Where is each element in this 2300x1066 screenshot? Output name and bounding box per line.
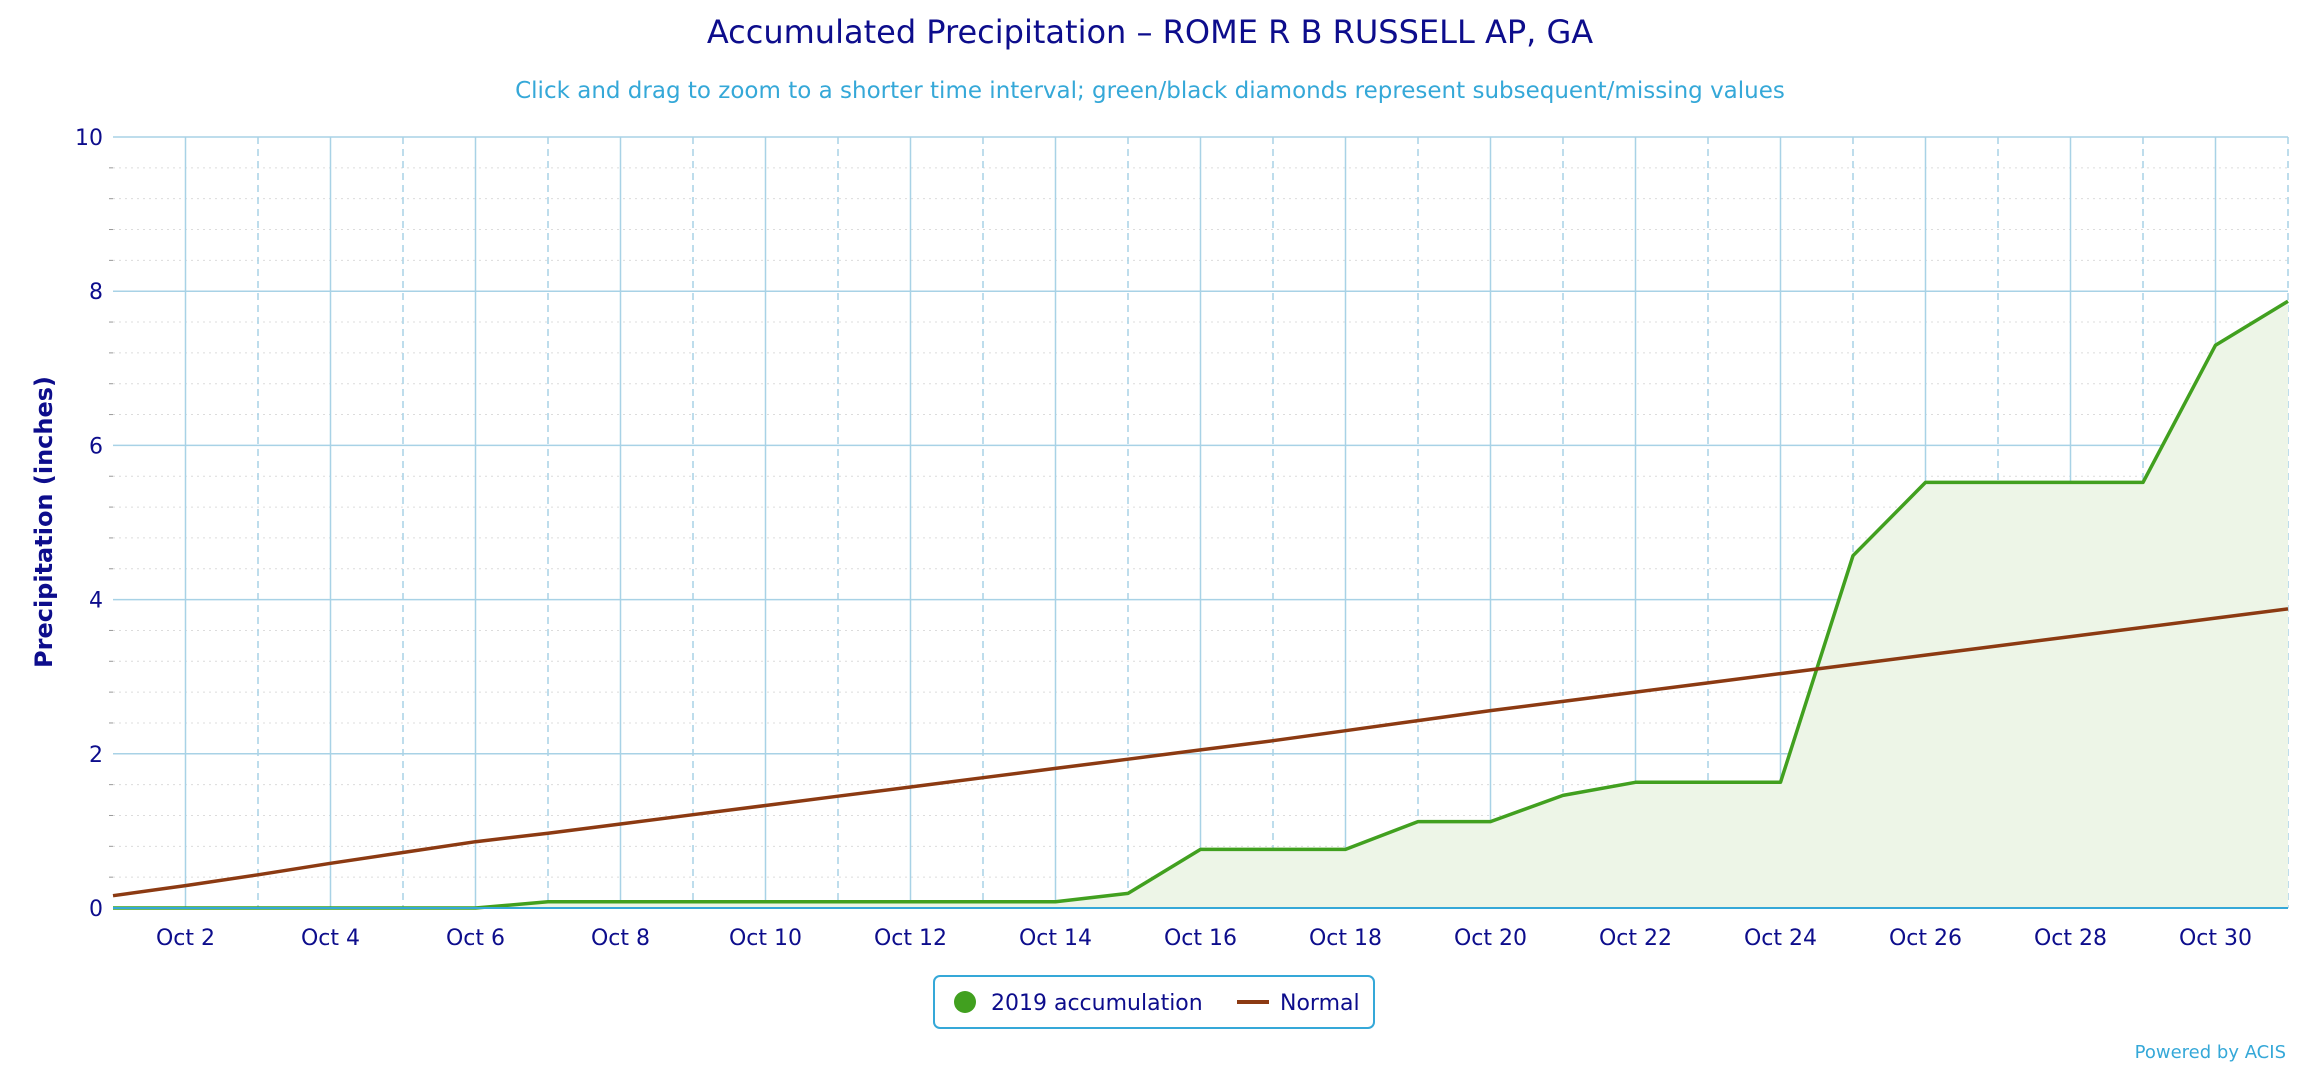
data-point-normal[interactable] — [2137, 621, 2149, 633]
data-point-2019-accumulation[interactable] — [687, 896, 699, 908]
legend-box — [933, 975, 1375, 1029]
y-tick-label: 10 — [75, 126, 103, 151]
data-point-2019-accumulation[interactable] — [1992, 476, 2004, 488]
data-point-normal[interactable] — [1920, 649, 1932, 661]
x-tick-label: Oct 28 — [2034, 926, 2107, 951]
data-point-2019-accumulation[interactable] — [1195, 843, 1207, 855]
chart-subtitle: Click and drag to zoom to a shorter time… — [515, 78, 1785, 104]
data-point-2019-accumulation[interactable] — [542, 896, 554, 908]
axes: 0 2 4 6 8 10 Oct 2 Oct 4 Oct 6 Oct 8 Oct 10 Oct 12 O… — [75, 126, 2288, 951]
data-point-normal[interactable] — [252, 869, 264, 881]
data-point-normal[interactable] — [470, 836, 482, 848]
data-point-normal[interactable] — [325, 857, 337, 869]
x-tick-label: Oct 14 — [1019, 926, 1092, 951]
data-point-2019-accumulation[interactable] — [2282, 295, 2294, 307]
y-tick-label: 4 — [89, 589, 103, 614]
data-point-2019-accumulation[interactable] — [615, 896, 627, 908]
data-point-normal[interactable] — [542, 827, 554, 839]
data-point-normal[interactable] — [1122, 753, 1134, 765]
y-tick-label: 2 — [89, 743, 103, 768]
data-point-2019-accumulation[interactable] — [2065, 476, 2077, 488]
data-point-normal[interactable] — [1992, 640, 2004, 652]
credit-link[interactable]: Powered by ACIS — [2135, 1042, 2286, 1063]
data-point-normal[interactable] — [1195, 744, 1207, 756]
data-point-2019-accumulation[interactable] — [1557, 789, 1569, 801]
x-tick-label: Oct 30 — [2179, 926, 2252, 951]
data-point-normal[interactable] — [1267, 735, 1279, 747]
data-point-2019-accumulation[interactable] — [2210, 339, 2222, 351]
data-point-normal[interactable] — [977, 772, 989, 784]
legend-label-normal: Normal — [1280, 991, 1360, 1016]
x-tick-label: Oct 22 — [1599, 926, 1672, 951]
data-point-2019-accumulation[interactable] — [1702, 776, 1714, 788]
data-point-2019-accumulation[interactable] — [1485, 816, 1497, 828]
legend-swatch-2019-accumulation — [954, 991, 976, 1013]
data-point-2019-accumulation[interactable] — [2137, 476, 2149, 488]
data-point-2019-accumulation[interactable] — [1412, 816, 1424, 828]
data-point-2019-accumulation[interactable] — [1122, 887, 1134, 899]
data-point-2019-accumulation[interactable] — [1847, 550, 1859, 562]
series-area-2019-accumulation — [113, 301, 2288, 908]
x-tick-label: Oct 20 — [1454, 926, 1527, 951]
data-point-2019-accumulation[interactable] — [1340, 843, 1352, 855]
x-tick-label: Oct 12 — [874, 926, 947, 951]
data-point-2019-accumulation[interactable] — [760, 896, 772, 908]
y-tick-label: 6 — [89, 434, 103, 459]
y-axis-label: Precipitation (inches) — [30, 376, 58, 668]
data-point-normal[interactable] — [107, 890, 119, 902]
data-point-2019-accumulation[interactable] — [905, 896, 917, 908]
data-point-normal[interactable] — [832, 790, 844, 802]
legend-item-normal[interactable]: Normal — [1237, 991, 1360, 1016]
data-point-2019-accumulation[interactable] — [977, 896, 989, 908]
data-point-normal[interactable] — [1557, 695, 1569, 707]
data-point-2019-accumulation[interactable] — [1267, 843, 1279, 855]
data-point-normal[interactable] — [1702, 677, 1714, 689]
data-point-normal[interactable] — [2282, 603, 2294, 615]
data-point-normal[interactable] — [760, 799, 772, 811]
data-point-normal[interactable] — [905, 781, 917, 793]
data-point-normal[interactable] — [1340, 725, 1352, 737]
data-point-normal[interactable] — [2210, 612, 2222, 624]
data-point-normal[interactable] — [687, 809, 699, 821]
data-point-2019-accumulation[interactable] — [1630, 776, 1642, 788]
data-point-normal[interactable] — [1775, 668, 1787, 680]
x-tick-label: Oct 24 — [1744, 926, 1817, 951]
x-tick-label: Oct 18 — [1309, 926, 1382, 951]
legend[interactable]: 2019 accumulation Normal — [933, 975, 1375, 1029]
data-point-normal[interactable] — [397, 846, 409, 858]
data-point-normal[interactable] — [615, 818, 627, 830]
x-tick-label: Oct 26 — [1889, 926, 1962, 951]
data-point-2019-accumulation[interactable] — [1920, 476, 1932, 488]
legend-label-2019-accumulation: 2019 accumulation — [991, 991, 1203, 1016]
data-point-2019-accumulation[interactable] — [1775, 776, 1787, 788]
data-point-normal[interactable] — [1847, 658, 1859, 670]
data-point-2019-accumulation[interactable] — [1050, 896, 1062, 908]
data-point-normal[interactable] — [1412, 715, 1424, 727]
x-tick-label: Oct 16 — [1164, 926, 1237, 951]
data-point-normal[interactable] — [1050, 762, 1062, 774]
x-tick-label: Oct 2 — [156, 926, 215, 951]
legend-item-2019-accumulation[interactable]: 2019 accumulation — [954, 991, 1203, 1016]
series-line-normal[interactable] — [112, 607, 2289, 898]
y-tick-label: 0 — [89, 897, 103, 922]
data-point-2019-accumulation[interactable] — [832, 896, 844, 908]
data-point-normal[interactable] — [2065, 631, 2077, 643]
x-tick-label: Oct 4 — [301, 926, 360, 951]
x-tick-label: Oct 10 — [729, 926, 802, 951]
y-tick-label: 8 — [89, 280, 103, 305]
data-point-normal[interactable] — [1630, 686, 1642, 698]
chart-title: Accumulated Precipitation – ROME R B RUS… — [707, 13, 1593, 51]
data-point-normal[interactable] — [180, 880, 192, 892]
x-tick-label: Oct 8 — [591, 926, 650, 951]
x-tick-label: Oct 6 — [446, 926, 505, 951]
data-point-normal[interactable] — [1485, 705, 1497, 717]
